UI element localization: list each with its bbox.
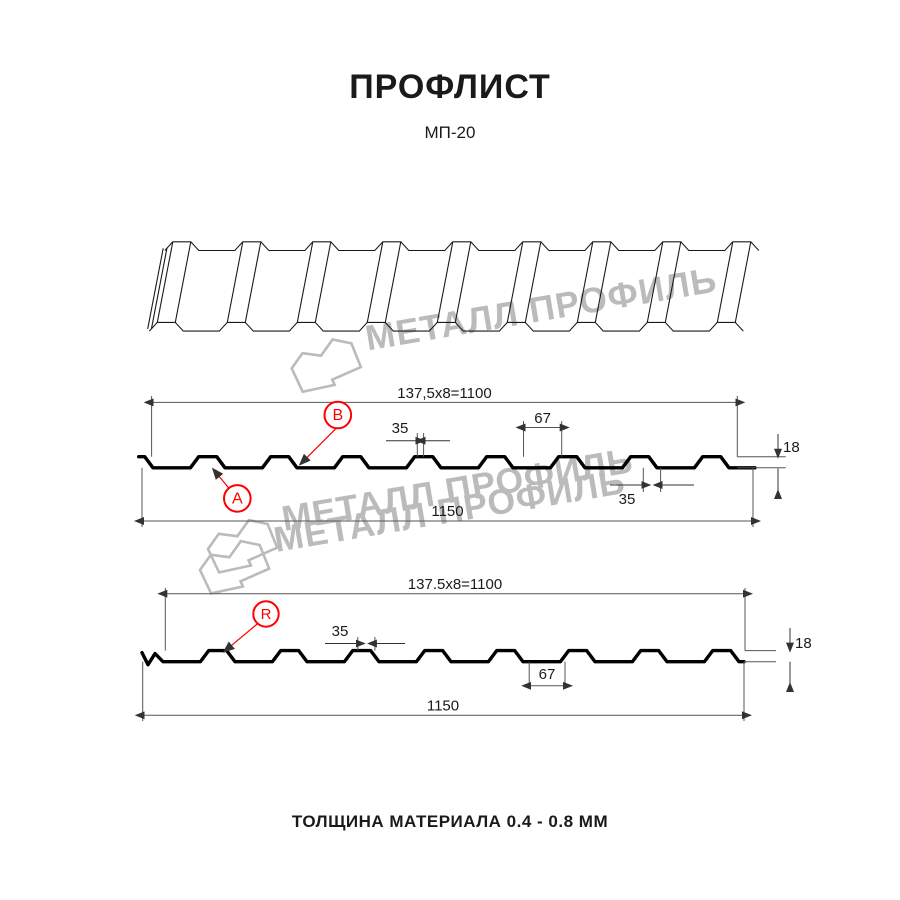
svg-text:137,5x8=1100: 137,5x8=1100 xyxy=(397,385,491,402)
svg-text:35: 35 xyxy=(392,420,409,437)
svg-text:35: 35 xyxy=(619,491,636,508)
svg-text:67: 67 xyxy=(534,410,551,427)
svg-text:1150: 1150 xyxy=(427,698,459,715)
svg-text:1150: 1150 xyxy=(431,503,463,520)
svg-text:18: 18 xyxy=(795,635,812,652)
svg-text:67: 67 xyxy=(539,666,556,683)
svg-text:R: R xyxy=(261,606,272,623)
svg-text:137.5x8=1100: 137.5x8=1100 xyxy=(408,576,502,593)
svg-text:B: B xyxy=(332,407,343,424)
svg-text:35: 35 xyxy=(332,623,349,640)
svg-text:A: A xyxy=(232,491,243,508)
svg-text:18: 18 xyxy=(783,439,800,456)
